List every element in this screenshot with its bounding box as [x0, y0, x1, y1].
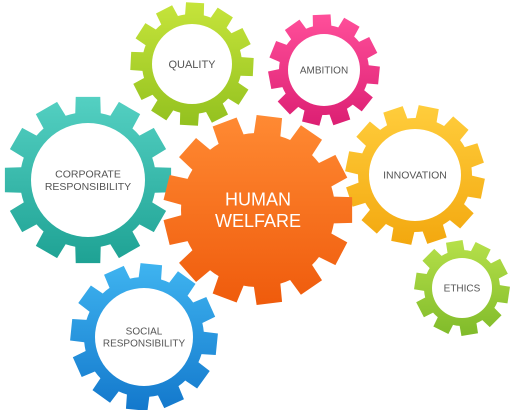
gear-ambition-center [288, 34, 360, 106]
gear-social-responsibility-center [95, 288, 193, 386]
gear-ethics-label-line-1: ETHICS [444, 284, 481, 295]
gear-corporate-responsibility-label-line-2: RESPONSIBILITY [45, 181, 131, 193]
gear-ethics: ETHICS [414, 240, 510, 336]
gear-quality-label-line-1: QUALITY [168, 59, 216, 71]
gear-quality: QUALITY [130, 2, 254, 126]
gear-ambition: AMBITION [268, 14, 380, 126]
gear-innovation: INNOVATION [345, 105, 485, 245]
gear-social-responsibility-label-line-2: RESPONSIBILITY [103, 339, 186, 350]
gear-innovation-label-line-1: INNOVATION [383, 170, 447, 182]
gear-human-welfare-label-line-2: WELFARE [215, 211, 301, 231]
gear-quality-center [152, 24, 232, 104]
gear-human-welfare-label-line-1: HUMAN [225, 190, 291, 210]
gear-human-welfare-body [163, 115, 353, 305]
gear-ethics-center [432, 258, 492, 318]
gear-ambition-label-line-1: AMBITION [300, 66, 348, 77]
gear-innovation-center [369, 129, 461, 221]
gear-corporate-responsibility-center [31, 123, 145, 237]
gear-corporate-responsibility-label-line-1: CORPORATE [55, 168, 121, 180]
gear-social-responsibility-label-line-1: SOCIAL [126, 327, 163, 338]
